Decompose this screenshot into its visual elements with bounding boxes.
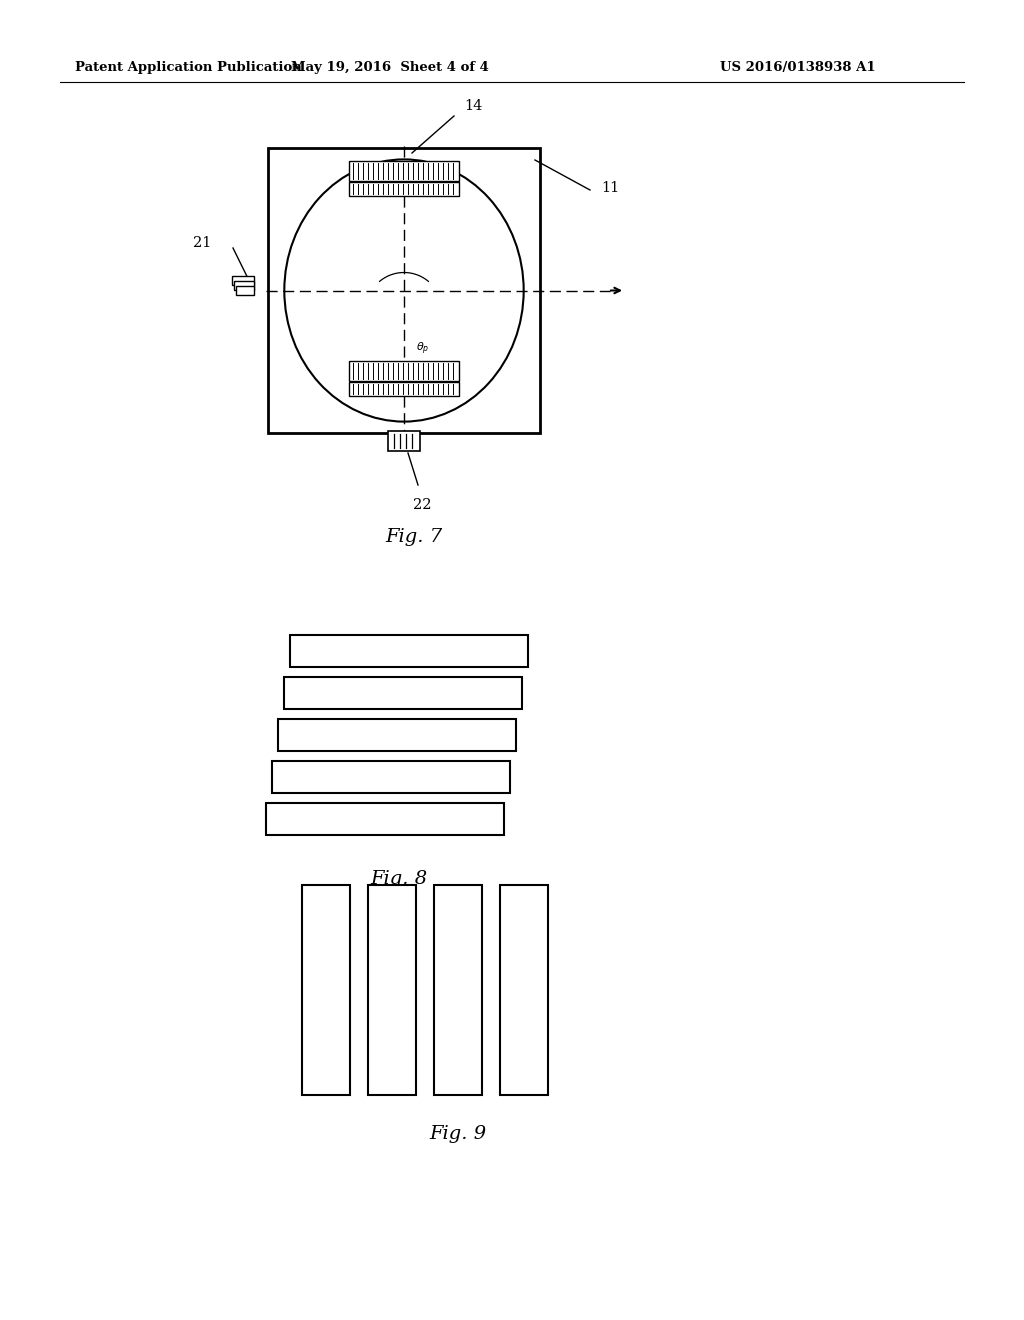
Bar	[290, 635, 528, 667]
Bar	[278, 719, 516, 751]
Bar	[234, 281, 254, 289]
Text: Fig. 9: Fig. 9	[429, 1125, 486, 1143]
Text: May 19, 2016  Sheet 4 of 4: May 19, 2016 Sheet 4 of 4	[291, 62, 488, 74]
Bar	[500, 884, 548, 1096]
Bar	[349, 181, 459, 195]
Bar	[302, 884, 350, 1096]
Bar	[236, 285, 254, 294]
Bar	[349, 161, 459, 181]
Bar	[388, 432, 420, 451]
Text: 22: 22	[413, 498, 431, 512]
Bar	[268, 148, 540, 433]
Bar	[349, 360, 459, 380]
Text: $\theta_p$: $\theta_p$	[416, 341, 429, 356]
Bar	[434, 884, 482, 1096]
Bar	[284, 677, 522, 709]
Bar	[232, 276, 254, 285]
Text: Fig. 8: Fig. 8	[371, 870, 428, 888]
Text: 14: 14	[464, 99, 482, 114]
Text: US 2016/0138938 A1: US 2016/0138938 A1	[720, 62, 876, 74]
Text: 11: 11	[601, 181, 620, 195]
Bar	[266, 803, 504, 836]
Text: 21: 21	[193, 236, 211, 249]
Text: Patent Application Publication: Patent Application Publication	[75, 62, 302, 74]
Text: Fig. 7: Fig. 7	[385, 528, 442, 546]
Bar	[368, 884, 416, 1096]
Bar	[349, 381, 459, 396]
Bar	[272, 762, 510, 793]
Ellipse shape	[285, 160, 523, 421]
